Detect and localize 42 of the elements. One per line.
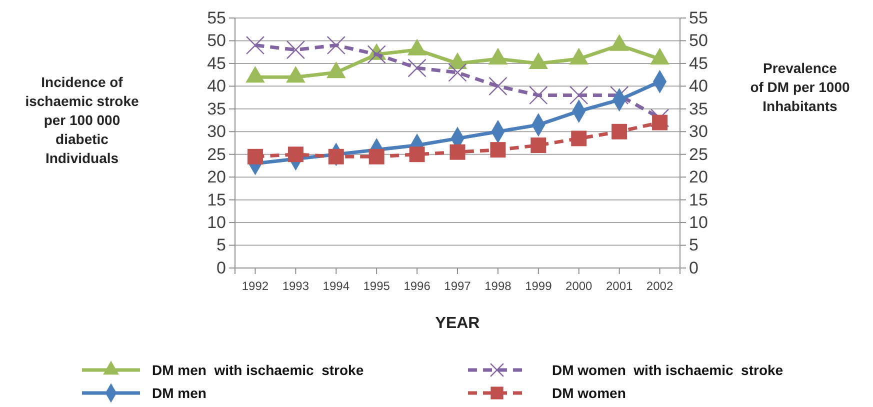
x-tick-label: 2001 <box>606 279 633 294</box>
y2-tick-label: 15 <box>689 190 708 210</box>
y-tick-label: 5 <box>216 236 226 255</box>
x-tick-label: 1992 <box>242 279 269 294</box>
legend-label: DM men <box>152 385 206 401</box>
y2-tick-label: 55 <box>689 8 708 28</box>
x-axis-title: YEAR <box>435 315 480 332</box>
y2-tick-label: 40 <box>689 76 708 96</box>
y-tick-label: 50 <box>207 31 226 50</box>
y2-tick-label: 0 <box>689 258 698 278</box>
x-tick-label: 1993 <box>282 279 310 294</box>
x-tick-label: 1995 <box>363 279 390 294</box>
y-tick-label: 40 <box>207 76 226 96</box>
legend-label: DM women <box>552 385 626 401</box>
x-tick-label: 2002 <box>646 279 674 294</box>
x-tick-label: 1994 <box>322 279 350 294</box>
y-axis-title: Incidence of ischaemic stroke per 100 000 diabetic Individuals <box>25 74 140 166</box>
y-tick-label: 20 <box>207 168 226 187</box>
y2-tick-label: 20 <box>689 168 708 187</box>
y2-tick-label: 30 <box>689 122 708 142</box>
y2-tick-label: 10 <box>689 212 708 232</box>
x-tick-label: 2000 <box>566 279 593 294</box>
x-tick-label: 1998 <box>484 279 512 294</box>
x-tick-label: 1996 <box>404 279 431 294</box>
y-tick-label: 45 <box>207 54 226 73</box>
x-tick-label: 1997 <box>444 279 472 294</box>
y-tick-label: 30 <box>207 122 226 142</box>
x-tick-label: 1999 <box>525 279 552 294</box>
y-tick-label: 10 <box>207 212 226 232</box>
y-tick-label: 25 <box>207 144 226 164</box>
y2-tick-label: 25 <box>689 144 708 164</box>
y2-tick-label: 5 <box>689 236 698 255</box>
y2-axis-title: Prevalence of DM per 1000 Inhabitants <box>750 60 850 114</box>
legend-label: DM men with ischaemic stroke <box>152 362 364 378</box>
legend-label: DM women with ischaemic stroke <box>552 362 784 378</box>
y-tick-label: 15 <box>207 190 226 210</box>
y2-tick-label: 35 <box>689 99 708 118</box>
y2-tick-label: 50 <box>689 31 708 50</box>
y2-tick-label: 45 <box>689 54 708 73</box>
y-tick-label: 35 <box>207 99 226 118</box>
y-tick-label: 55 <box>207 8 226 28</box>
y-tick-label: 0 <box>216 258 226 278</box>
